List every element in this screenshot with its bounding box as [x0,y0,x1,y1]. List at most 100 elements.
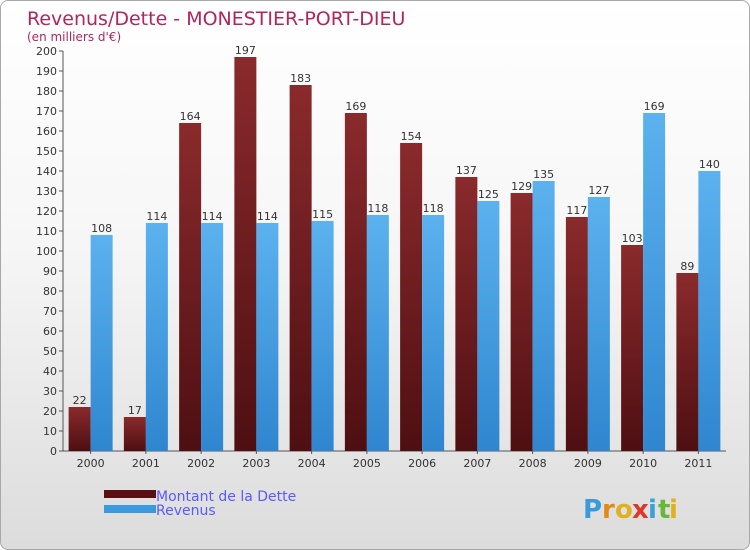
x-axis: 2000 2001 2002 2003 2004 2005 2006 2007 2008 2009… [63,450,726,470]
bar-revenus [698,171,721,451]
logo-letter: i [669,495,678,525]
bar-revenus [587,197,610,451]
data-label: 197 [235,44,256,57]
data-label: 114 [257,210,278,223]
legend-swatch-revenus [104,505,156,513]
bar-dette [234,57,257,451]
x-tick-label: 2000 [77,457,105,470]
data-label: 127 [588,184,609,197]
bar-dette [455,177,478,451]
y-tick-label: 40 [43,365,57,378]
y-tick-label: 30 [43,385,57,398]
data-label: 137 [456,164,477,177]
data-label: 129 [511,180,532,193]
x-tick-label: 2008 [519,457,547,470]
y-tick-label: 110 [36,225,57,238]
data-label: 117 [566,204,587,217]
y-tick-label: 80 [43,285,57,298]
data-label: 89 [680,260,694,273]
data-label: 118 [423,202,444,215]
data-label: 118 [367,202,388,215]
x-tick-label: 2005 [353,457,381,470]
bars [68,57,721,451]
data-label: 22 [73,394,87,407]
y-tick-label: 20 [43,405,57,418]
bar-dette [123,417,146,451]
logo-letter: i [648,495,657,525]
bar-dette [344,113,367,451]
y-tick-label: 170 [36,105,57,118]
data-label: 125 [478,188,499,201]
logo-letter: x [632,495,649,525]
legend: Montant de la Dette Revenus [104,489,296,519]
y-tick-label: 50 [43,345,57,358]
legend-label-debt: Montant de la Dette [156,489,296,505]
bar-revenus [532,181,555,451]
y-tick-label: 90 [43,265,57,278]
y-tick-label: 180 [36,85,57,98]
data-label: 103 [622,232,643,245]
bar-dette [565,217,588,451]
x-tick-label: 2002 [187,457,215,470]
y-tick-label: 130 [36,185,57,198]
data-label: 154 [401,130,422,143]
data-label: 114 [202,210,223,223]
bar-dette [676,273,699,451]
x-tick-label: 2010 [629,457,657,470]
bar-dette [400,143,423,451]
logo-letter: r [602,495,615,525]
y-tick-label: 200 [36,45,57,58]
chart-title: Revenus/Dette - MONESTIER-PORT-DIEU [27,8,405,30]
y-tick-label: 70 [43,305,57,318]
x-tick-label: 2001 [132,457,160,470]
data-label: 108 [91,222,112,235]
bar-revenus [256,223,279,451]
data-label: 169 [345,100,366,113]
data-label: 169 [644,100,665,113]
legend-label-revenus: Revenus [156,503,216,519]
data-label: 135 [533,168,554,181]
logo-letter: o [615,495,633,525]
x-tick-label: 2011 [684,457,712,470]
bar-dette [510,193,533,451]
y-tick-label: 150 [36,145,57,158]
data-label: 140 [699,158,720,171]
y-tick-label: 0 [50,445,57,458]
y-tick-label: 190 [36,65,57,78]
bar-revenus [643,113,666,451]
y-tick-label: 140 [36,165,57,178]
y-tick-label: 120 [36,205,57,218]
x-tick-label: 2004 [298,457,326,470]
y-tick-label: 160 [36,125,57,138]
logo-letter: t [658,495,670,525]
bar-dette [289,85,312,451]
bar-revenus [201,223,224,451]
bar-revenus [366,215,389,451]
data-label: 115 [312,208,333,221]
chart-subtitle: (en milliers d'€) [27,30,121,44]
bar-dette [621,245,644,451]
x-tick-label: 2006 [408,457,436,470]
bar-dette [179,123,202,451]
legend-swatch-debt [104,490,156,498]
bar-revenus [477,201,500,451]
bar-revenus [145,223,168,451]
data-label: 114 [146,210,167,223]
x-tick-label: 2003 [242,457,270,470]
data-label: 164 [180,110,201,123]
y-tick-label: 100 [36,245,57,258]
y-axis: 0 10 20 30 40 50 60 70 80 90 100 110 120 130 140 150 160… [36,45,64,458]
bar-revenus [90,235,113,451]
x-tick-label: 2009 [574,457,602,470]
logo-letter: P [583,495,602,525]
x-tick-label: 2007 [463,457,491,470]
bar-revenus [422,215,445,451]
bar-revenus [311,221,334,451]
y-tick-label: 10 [43,425,57,438]
y-tick-label: 60 [43,325,57,338]
bar-dette [68,407,91,451]
value-labels: 22 108 17 114 164 114 197 114 183 115 169 118 154 118… [73,44,720,417]
